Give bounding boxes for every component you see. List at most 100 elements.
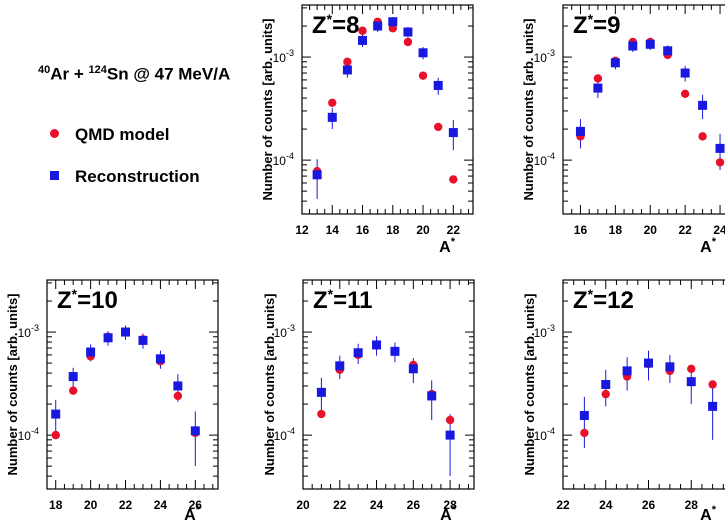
reconstruction-point: [358, 35, 368, 45]
reconstruction-point: [665, 362, 675, 372]
reconstruction-point: [86, 347, 96, 357]
reconstruction-point: [645, 39, 655, 49]
qmd-point: [68, 386, 78, 395]
x-tick-label: 22: [119, 498, 133, 512]
qmd-point: [580, 428, 589, 438]
reconstruction-point: [388, 17, 398, 27]
x-tick-label: 18: [386, 223, 400, 237]
qmd-point: [358, 26, 367, 35]
x-tick-label: 28: [443, 498, 457, 512]
qmd-point: [433, 122, 443, 132]
reconstruction-point: [408, 364, 418, 374]
reconstruction-point: [327, 112, 337, 122]
reconstruction-point: [342, 65, 352, 75]
x-tick-label: 22: [333, 498, 347, 512]
x-tick-label: 16: [356, 223, 370, 237]
reconstruction-point: [448, 128, 458, 138]
reconstruction-point: [427, 391, 437, 401]
qmd-point: [708, 380, 717, 389]
reconstruction-point: [372, 340, 382, 350]
reconstruction-point: [155, 354, 165, 364]
square-marker-icon: [50, 171, 59, 181]
panel-frame: [46, 279, 219, 490]
reconstruction-point: [575, 126, 585, 136]
reconstruction-point: [390, 346, 400, 356]
qmd-point: [715, 158, 725, 167]
qmd-point: [51, 430, 60, 440]
reconstruction-point: [622, 366, 632, 376]
y-tick-label: 10-4: [534, 151, 555, 168]
reconstruction-point: [715, 143, 725, 153]
reconstruction-point: [68, 372, 78, 382]
qmd-point: [593, 74, 603, 83]
reaction-label: 40Ar + 124Sn @ 47 MeV/A: [38, 64, 230, 85]
x-tick-label: 20: [644, 223, 658, 237]
y-tick-label: 10-4: [18, 426, 39, 443]
reconstruction-point: [373, 21, 383, 31]
qmd-point: [445, 415, 455, 425]
x-axis-label: A*: [439, 236, 456, 256]
x-tick-label: 22: [447, 223, 461, 237]
reconstruction-point: [445, 430, 455, 440]
reconstruction-point: [644, 358, 653, 368]
panel-title: Z*=10: [57, 286, 118, 314]
argon-mass-number: 40: [38, 64, 51, 76]
qmd-point: [418, 71, 428, 80]
panel-title: Z*=12: [573, 286, 634, 314]
legend-entry-qmd: QMD model: [50, 125, 169, 145]
panel-frame: [302, 279, 475, 490]
reconstruction-point: [316, 387, 326, 397]
reconstruction-point: [610, 58, 620, 68]
x-tick-label: 20: [416, 223, 430, 237]
qmd-point: [343, 57, 352, 66]
qmd-point: [403, 37, 413, 47]
reconstruction-point: [312, 170, 322, 180]
x-axis-label: A*: [184, 504, 201, 524]
x-axis-label: A*: [440, 504, 457, 524]
circle-marker-icon: [50, 129, 59, 139]
reconstruction-point: [686, 377, 696, 387]
qmd-point: [317, 409, 326, 419]
qmd-point: [328, 98, 337, 107]
panel-title: Z*=8: [312, 11, 360, 39]
qmd-point: [698, 132, 707, 141]
argon-symbol: Ar +: [50, 64, 89, 84]
x-tick-label: 26: [407, 498, 421, 512]
panel-title: Z*=9: [573, 11, 621, 39]
reconstruction-point: [353, 348, 363, 358]
y-tick-label: 10-3: [18, 323, 39, 340]
reconstruction-point: [121, 327, 131, 337]
y-axis-label: Number of counts [arb. units]: [522, 294, 537, 476]
reconstruction-point: [173, 381, 183, 391]
reconstruction-point: [103, 333, 113, 343]
x-tick-label: 24: [713, 223, 725, 237]
panel-frame: [562, 4, 725, 215]
x-tick-label: 26: [642, 498, 656, 512]
legend-entry-reconstruction: Reconstruction: [50, 167, 200, 187]
x-tick-label: 24: [599, 498, 613, 512]
y-axis-label: Number of counts [arb. units]: [262, 294, 277, 476]
x-tick-label: 12: [295, 223, 309, 237]
reconstruction-point: [579, 410, 589, 420]
y-tick-label: 10-3: [273, 48, 294, 65]
y-axis-label: Number of counts [arb. units]: [521, 19, 536, 201]
reconstruction-point: [680, 68, 690, 78]
x-tick-label: 18: [49, 498, 63, 512]
qmd-point: [680, 89, 690, 99]
x-tick-label: 20: [296, 498, 310, 512]
reconstruction-point: [593, 83, 603, 93]
qmd-point: [449, 175, 458, 184]
y-tick-label: 10-4: [273, 151, 294, 168]
tin-mass-number: 124: [88, 64, 107, 76]
panel-title: Z*=11: [313, 286, 373, 314]
reconstruction-point: [138, 335, 148, 345]
x-tick-label: 22: [678, 223, 692, 237]
reconstruction-point: [403, 27, 413, 37]
panel-frame: [301, 4, 474, 215]
reconstruction-point: [51, 409, 61, 419]
y-axis-label: Number of counts [arb. units]: [5, 294, 20, 476]
reconstruction-point: [418, 48, 428, 58]
x-tick-label: 26: [189, 498, 203, 512]
